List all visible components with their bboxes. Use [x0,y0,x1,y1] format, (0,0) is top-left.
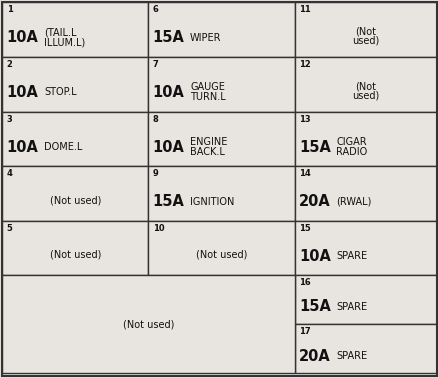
Text: 10: 10 [152,224,164,233]
Text: SPARE: SPARE [336,302,367,311]
Text: (Not: (Not [354,26,375,37]
Text: IGNITION: IGNITION [190,197,234,207]
Text: 10A: 10A [152,85,184,100]
Text: 7: 7 [152,60,158,69]
Text: 15A: 15A [152,30,184,45]
Bar [294,324,436,373]
Text: 12: 12 [298,60,310,69]
Text: ILLUM.L): ILLUM.L) [44,37,85,48]
Text: TURN.L: TURN.L [190,92,225,102]
Bar [148,57,294,112]
Text: 15A: 15A [298,299,330,314]
Text: (Not used): (Not used) [49,249,101,260]
Text: 10A: 10A [7,30,39,45]
Text: BACK.L: BACK.L [190,147,224,157]
Text: SPARE: SPARE [336,251,367,261]
Text: 11: 11 [298,5,310,14]
Text: 5: 5 [7,224,12,233]
Bar [2,112,148,166]
Text: 14: 14 [298,169,310,178]
Bar [2,2,148,57]
Text: 20A: 20A [298,349,330,364]
Text: 20A: 20A [298,194,330,209]
Text: (RWAL): (RWAL) [336,197,371,207]
Text: 3: 3 [7,115,12,124]
Text: 4: 4 [7,169,12,178]
Text: GAUGE: GAUGE [190,82,224,92]
Text: 16: 16 [298,278,310,287]
Bar [2,221,148,275]
Text: 15: 15 [298,224,310,233]
Text: used): used) [351,90,378,100]
Text: 1: 1 [7,5,12,14]
Text: WIPER: WIPER [190,33,221,42]
Text: SPARE: SPARE [336,351,367,361]
Bar [294,2,436,57]
Text: 15A: 15A [298,139,330,155]
Bar [294,112,436,166]
Bar [294,275,436,324]
Text: 10A: 10A [7,85,39,100]
Bar [294,221,436,275]
Text: 13: 13 [298,115,310,124]
Text: (TAIL.L: (TAIL.L [44,28,76,37]
Text: CIGAR: CIGAR [336,137,366,147]
Text: (Not used): (Not used) [195,249,247,260]
Text: (Not used): (Not used) [122,319,174,329]
Bar [2,57,148,112]
Text: 10A: 10A [152,139,184,155]
Bar [2,275,294,373]
Text: 10A: 10A [298,249,330,264]
Text: 15A: 15A [152,194,184,209]
Bar [2,166,148,221]
Text: 9: 9 [152,169,158,178]
Text: DOME.L: DOME.L [44,142,82,152]
Bar [148,112,294,166]
Bar [148,166,294,221]
Text: 6: 6 [152,5,158,14]
Bar [294,57,436,112]
Text: (Not used): (Not used) [49,195,101,205]
Text: STOP.L: STOP.L [44,87,76,97]
Text: 17: 17 [298,327,310,336]
Text: (Not: (Not [354,81,375,91]
Text: RADIO: RADIO [336,147,367,157]
Text: 8: 8 [152,115,158,124]
Text: 2: 2 [7,60,12,69]
Text: ENGINE: ENGINE [190,137,227,147]
Bar [148,2,294,57]
Text: used): used) [351,35,378,45]
Bar [294,166,436,221]
Text: 10A: 10A [7,139,39,155]
Bar [148,221,294,275]
